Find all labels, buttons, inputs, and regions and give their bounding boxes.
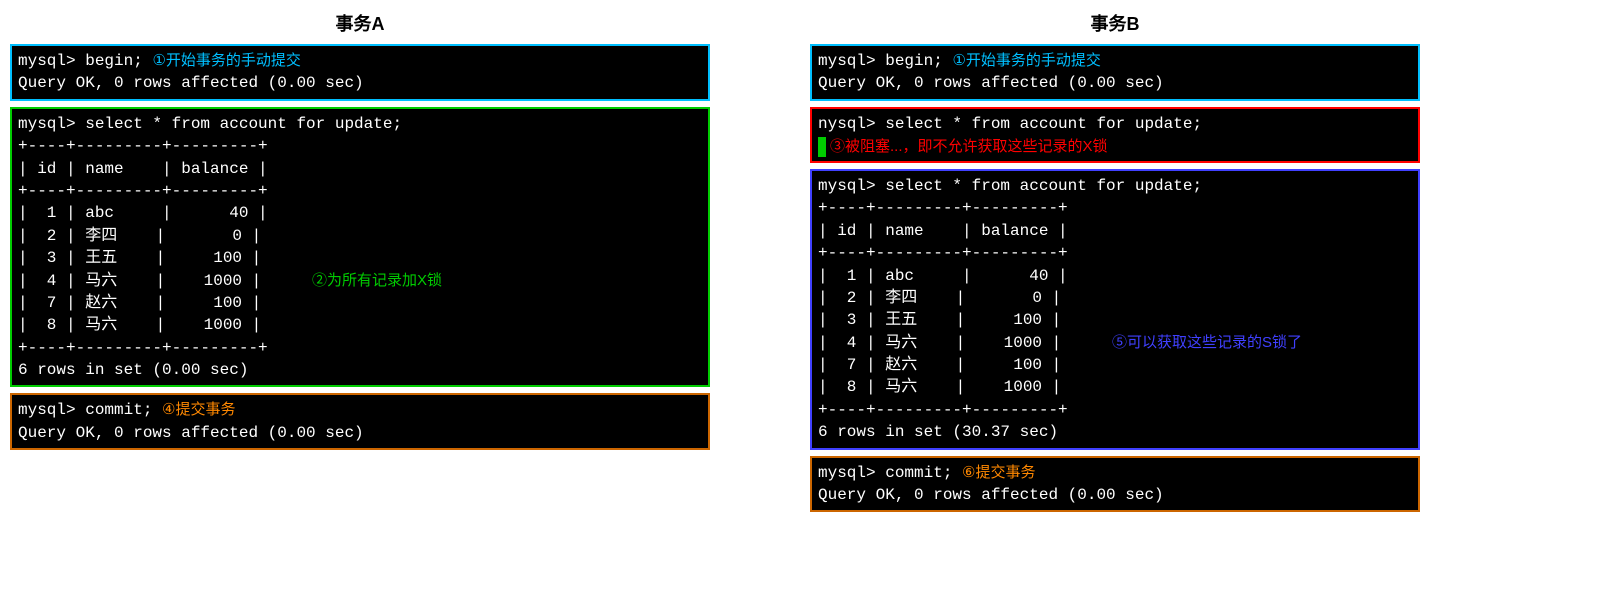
term-line: +----+---------+---------+: [818, 197, 1412, 219]
transaction-a-column: 事务A mysql> begin; ①开始事务的手动提交 Query OK, 0…: [10, 10, 710, 456]
term-line: Query OK, 0 rows affected (0.00 sec): [18, 422, 702, 444]
table-row: | 3 | 王五 | 100 |: [18, 247, 702, 269]
term-line: +----+---------+---------+: [18, 337, 702, 359]
term-line: mysql> begin; ①开始事务的手动提交: [818, 50, 1412, 72]
annotation-1: ①开始事务的手动提交: [152, 52, 300, 69]
term-line: | id | name | balance |: [18, 158, 702, 180]
txn-b-select-box: mysql> select * from account for update;…: [810, 169, 1420, 450]
term-line: mysql> commit; ⑥提交事务: [818, 462, 1412, 484]
txn-a-commit-box: mysql> commit; ④提交事务 Query OK, 0 rows af…: [10, 393, 710, 450]
title-b: 事务B: [810, 10, 1420, 36]
term-line: Query OK, 0 rows affected (0.00 sec): [818, 72, 1412, 94]
txn-a-select-box: mysql> select * from account for update;…: [10, 107, 710, 388]
term-line: mysql> select * from account for update;: [18, 113, 702, 135]
annotation-2: ②为所有记录加X锁: [312, 269, 442, 290]
annotation-3-line: ③被阻塞...，即不允许获取这些记录的X锁: [818, 135, 1412, 157]
term-line: nysql> select * from account for update;: [818, 113, 1412, 135]
term-line: mysql> commit; ④提交事务: [18, 399, 702, 421]
annotation-4: ④提交事务: [162, 401, 235, 418]
table-row: | 1 | abc | 40 |: [18, 202, 702, 224]
title-a: 事务A: [10, 10, 710, 36]
table-row: | 7 | 赵六 | 100 |: [818, 354, 1412, 376]
cursor-bar: [818, 137, 826, 157]
txn-b-commit-box: mysql> commit; ⑥提交事务 Query OK, 0 rows af…: [810, 456, 1420, 513]
txn-a-begin-box: mysql> begin; ①开始事务的手动提交 Query OK, 0 row…: [10, 44, 710, 101]
table-row: | 7 | 赵六 | 100 |: [18, 292, 702, 314]
term-line: +----+---------+---------+: [18, 180, 702, 202]
annotation-6: ⑥提交事务: [962, 464, 1035, 481]
term-line: +----+---------+---------+: [818, 242, 1412, 264]
term-line: mysql> select * from account for update;: [818, 175, 1412, 197]
term-line: +----+---------+---------+: [18, 135, 702, 157]
term-line: | id | name | balance |: [818, 220, 1412, 242]
table-row: | 2 | 李四 | 0 |: [818, 287, 1412, 309]
term-line: Query OK, 0 rows affected (0.00 sec): [18, 72, 702, 94]
annotation-3: ③被阻塞...，即不允许获取这些记录的X锁: [830, 138, 1108, 155]
annotation-1b: ①开始事务的手动提交: [952, 52, 1100, 69]
annotation-5: ⑤可以获取这些记录的S锁了: [1112, 331, 1302, 352]
txn-b-begin-box: mysql> begin; ①开始事务的手动提交 Query OK, 0 row…: [810, 44, 1420, 101]
term-line: +----+---------+---------+: [818, 399, 1412, 421]
txn-b-blocked-box: nysql> select * from account for update;…: [810, 107, 1420, 163]
transaction-b-column: 事务B mysql> begin; ①开始事务的手动提交 Query OK, 0…: [810, 10, 1420, 518]
term-line: Query OK, 0 rows affected (0.00 sec): [818, 484, 1412, 506]
term-line: 6 rows in set (0.00 sec): [18, 359, 702, 381]
term-line: mysql> begin; ①开始事务的手动提交: [18, 50, 702, 72]
table-row: | 1 | abc | 40 |: [818, 265, 1412, 287]
table-row: | 8 | 马六 | 1000 |: [18, 314, 702, 336]
table-row: | 3 | 王五 | 100 |: [818, 309, 1412, 331]
table-row: | 8 | 马六 | 1000 |: [818, 376, 1412, 398]
table-row: | 2 | 李四 | 0 |: [18, 225, 702, 247]
term-line: 6 rows in set (30.37 sec): [818, 421, 1412, 443]
diagram-container: 事务A mysql> begin; ①开始事务的手动提交 Query OK, 0…: [10, 10, 1607, 518]
